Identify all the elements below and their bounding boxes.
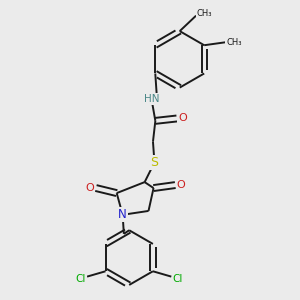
Text: Cl: Cl bbox=[173, 274, 183, 284]
Text: CH₃: CH₃ bbox=[196, 9, 212, 18]
Text: O: O bbox=[178, 113, 187, 124]
Text: Cl: Cl bbox=[75, 274, 86, 284]
Text: HN: HN bbox=[144, 94, 159, 104]
Text: O: O bbox=[85, 183, 94, 193]
Text: CH₃: CH₃ bbox=[226, 38, 242, 47]
Text: N: N bbox=[118, 208, 127, 221]
Text: S: S bbox=[151, 156, 158, 169]
Text: O: O bbox=[177, 180, 186, 190]
